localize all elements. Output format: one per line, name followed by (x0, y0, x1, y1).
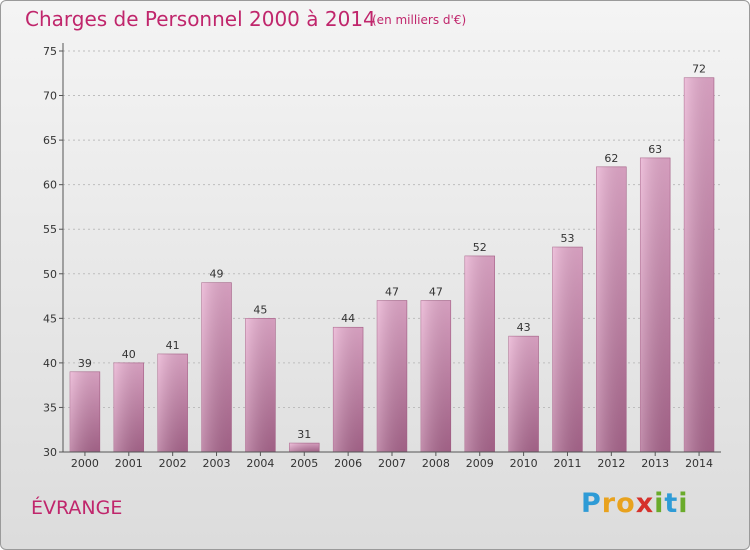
bar-value-label: 39 (78, 357, 92, 370)
bar-value-label: 40 (122, 348, 136, 361)
bar-shade (640, 157, 671, 452)
bar-value-label: 63 (648, 143, 662, 156)
x-tick-label: 2011 (553, 457, 581, 470)
bar-value-label: 49 (210, 268, 224, 281)
x-tick-label: 2014 (685, 457, 713, 470)
x-tick-label: 2007 (378, 457, 406, 470)
x-tick-label: 2001 (115, 457, 143, 470)
bar-shade (70, 371, 100, 452)
x-tick-label: 2009 (466, 457, 494, 470)
bar-shade (245, 318, 276, 452)
bar-value-label: 45 (253, 303, 267, 316)
logo-letter: P (581, 488, 602, 519)
logo-letter: t (664, 488, 679, 519)
bar-value-label: 47 (429, 286, 443, 299)
commune-name: ÉVRANGE (31, 497, 123, 519)
bar-value-label: 72 (692, 63, 706, 76)
bar-shade (201, 282, 232, 452)
logo-letter: x (635, 488, 655, 519)
bar-shade (157, 353, 188, 452)
y-tick-label: 50 (43, 268, 57, 281)
bar-value-label: 53 (560, 232, 574, 245)
y-tick-label: 45 (43, 312, 57, 325)
x-tick-label: 2010 (510, 457, 538, 470)
y-tick-label: 65 (43, 134, 57, 147)
bar-value-label: 44 (341, 312, 355, 325)
bar-shade (333, 327, 364, 452)
bar-shade (684, 77, 714, 452)
bar-value-label: 52 (473, 241, 487, 254)
x-tick-label: 2008 (422, 457, 450, 470)
bar-shade (377, 300, 407, 452)
bar-value-label: 31 (297, 428, 311, 441)
x-tick-label: 2013 (641, 457, 669, 470)
y-tick-label: 35 (43, 401, 57, 414)
bar-value-label: 47 (385, 286, 399, 299)
bar-shade (420, 300, 451, 452)
bar-value-label: 43 (517, 321, 531, 334)
logo-letter: i (678, 488, 689, 519)
y-tick-label: 55 (43, 223, 57, 236)
x-tick-label: 2005 (290, 457, 318, 470)
x-tick-label: 2012 (597, 457, 625, 470)
logo-letter: r (601, 488, 617, 519)
logo-letter: o (616, 488, 636, 519)
x-tick-label: 2006 (334, 457, 362, 470)
chart-subtitle: (en milliers d'€) (372, 13, 467, 27)
bar-value-label: 41 (166, 339, 180, 352)
x-tick-label: 2002 (159, 457, 187, 470)
bar-shade (464, 255, 495, 452)
x-tick-label: 2000 (71, 457, 99, 470)
x-tick-label: 2003 (203, 457, 231, 470)
logo-letter: i (654, 488, 665, 519)
y-tick-label: 40 (43, 357, 57, 370)
y-tick-label: 75 (43, 45, 57, 58)
bar-shade (289, 443, 320, 452)
bar-shade (596, 166, 627, 452)
proxiti-logo: Proxiti (581, 488, 689, 519)
bar-shade (508, 336, 539, 452)
bar-shade (113, 362, 144, 452)
bar-value-label: 62 (604, 152, 618, 165)
y-tick-label: 30 (43, 446, 57, 459)
y-tick-label: 60 (43, 179, 57, 192)
x-tick-label: 2004 (246, 457, 274, 470)
bar-shade (552, 247, 583, 452)
y-tick-label: 70 (43, 90, 57, 103)
chart-title: Charges de Personnel 2000 à 2014 (25, 7, 376, 31)
